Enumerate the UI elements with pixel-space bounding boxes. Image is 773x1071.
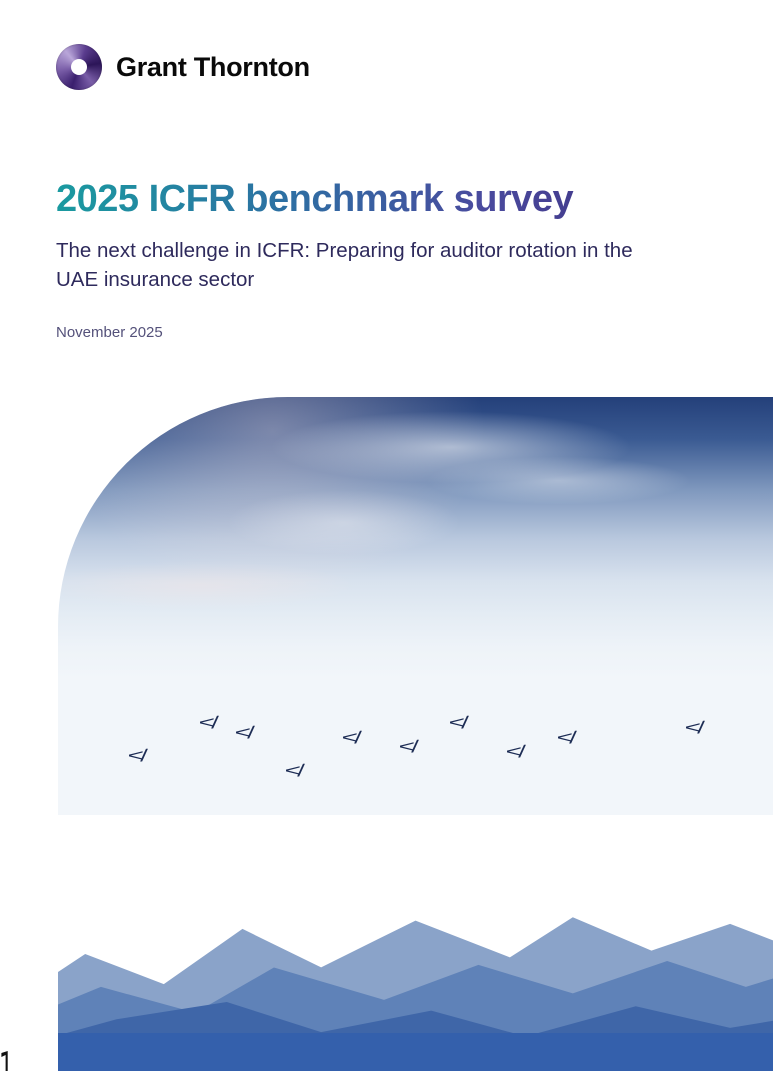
mountain-silhouette [58,801,773,1071]
bird-icon: ≮ [399,738,415,758]
bird-icon: ≮ [685,719,701,739]
cover-photo: ≮ ≮ ≮ ≮ ≮ ≮ ≮ ≮ ≮ ≮ [58,397,773,1071]
bird-icon: ≮ [556,728,572,748]
bird-icon: ≮ [506,742,522,762]
mountain-layer-front [58,1033,773,1071]
brand-header: Grant Thornton [56,44,310,90]
grant-thornton-logo-icon [56,44,102,90]
bird-icon: ≮ [449,714,465,734]
subtitle-text: The next challenge in ICFR: Preparing fo… [56,236,676,294]
bird-icon: ≮ [342,728,358,748]
bird-flock: ≮ ≮ ≮ ≮ ≮ ≮ ≮ ≮ ≮ ≮ [58,694,773,788]
document-cover-page: Grant Thornton 2025 ICFR benchmark surve… [0,0,773,1071]
publication-date: November 2025 [56,324,716,341]
title-block: 2025 ICFR benchmark survey The next chal… [56,178,716,341]
company-name-label: Grant Thornton [116,52,310,83]
left-page-margin [0,397,58,1071]
main-title: 2025 ICFR benchmark survey [56,178,716,222]
bird-icon: ≮ [284,761,300,781]
bird-icon: ≮ [234,724,250,744]
bird-icon: ≮ [127,747,143,767]
bird-icon: ≮ [199,714,215,734]
